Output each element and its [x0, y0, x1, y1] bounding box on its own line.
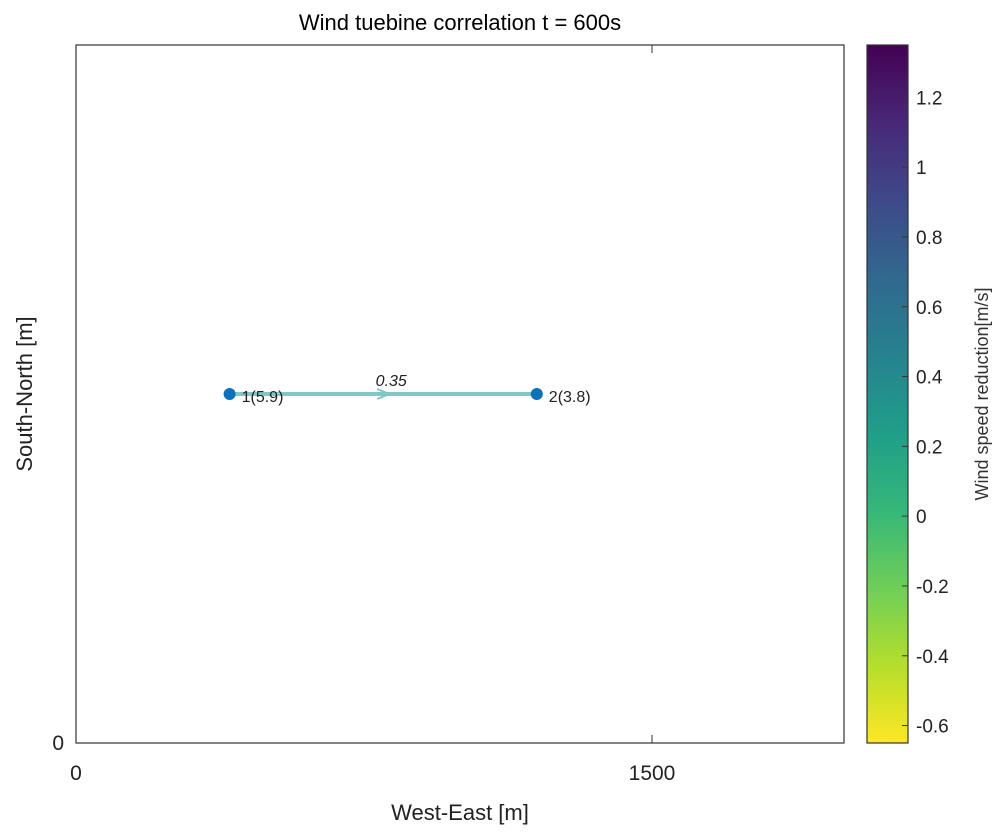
- colorbar-tick-label: 1: [916, 158, 927, 179]
- node-label: 2(3.8): [549, 389, 591, 406]
- y-axis-label: South-North [m]: [12, 316, 37, 471]
- graph-node: [530, 388, 543, 400]
- x-axis-label: West-East [m]: [391, 800, 529, 825]
- colorbar-ticks: 1.2 1 0.8 0.6 0.4 0.2 0 -0.2 -0.4 -0.6: [902, 88, 949, 738]
- colorbar-tick-label: 0.8: [916, 228, 942, 249]
- y-axis-ticks: 0: [52, 732, 84, 755]
- colorbar-label: Wind speed reduction[m/s]: [972, 287, 992, 500]
- colorbar-tick-label: 1.2: [916, 88, 942, 109]
- y-tick-label: 0: [52, 732, 64, 755]
- colorbar-tick-label: 0.4: [916, 368, 943, 389]
- graph-node: [223, 388, 236, 400]
- edge-weight-label: 0.35: [376, 373, 407, 390]
- colorbar: [866, 44, 909, 744]
- colorbar-tick-label: 0.6: [916, 298, 942, 319]
- colorbar-tick-label: 0.2: [916, 437, 942, 458]
- colorbar-tick-label: -0.4: [916, 647, 949, 668]
- x-axis-ticks: 0 1500: [70, 45, 675, 785]
- colorbar-tick-label: -0.6: [916, 717, 949, 738]
- colorbar-tick-label: 0: [916, 507, 927, 528]
- chart-title: Wind tuebine correlation t = 600s: [299, 10, 621, 35]
- edge-arrow: [376, 388, 392, 400]
- graph-nodes: 1(5.9) 2(3.8): [223, 388, 591, 406]
- graph-edges: 0.35: [227, 373, 539, 400]
- x-tick-label: 0: [70, 762, 82, 785]
- colorbar-tick-label: -0.2: [916, 577, 949, 598]
- node-label: 1(5.9): [242, 389, 284, 406]
- x-tick-label: 1500: [629, 762, 676, 785]
